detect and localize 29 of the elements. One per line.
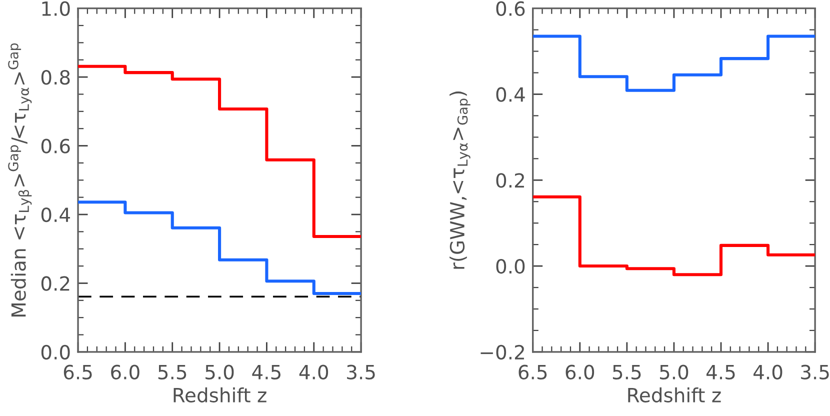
x-tick-label: 6.0 bbox=[111, 364, 140, 380]
y-tick-label: 0.4 bbox=[41, 207, 70, 222]
x-tick-label: 5.0 bbox=[206, 364, 234, 380]
x-tick-label: 3.5 bbox=[801, 364, 829, 380]
y-tick-label: 0.2 bbox=[496, 173, 524, 188]
x-tick-label: 5.5 bbox=[612, 365, 641, 380]
y-tick-label: 0.8 bbox=[41, 70, 70, 85]
x-axis-title: Redshift z bbox=[174, 387, 266, 402]
y-tick-label: 0.0 bbox=[41, 344, 70, 360]
x-tick-label: 4.0 bbox=[299, 364, 328, 380]
x-tick-label: 5.0 bbox=[660, 364, 688, 380]
y-tick-label: 1.0 bbox=[42, 1, 70, 16]
x-tick-label: 6.0 bbox=[566, 364, 594, 380]
y-tick-label: 0.6 bbox=[496, 1, 525, 16]
x-tick-label: 4.5 bbox=[252, 365, 280, 380]
x-tick-label: 4.5 bbox=[706, 365, 735, 380]
y-tick-label: 0.4 bbox=[496, 87, 525, 102]
x-tick-label: 6.5 bbox=[64, 364, 92, 380]
y-tick-label: −0.2 bbox=[480, 344, 524, 360]
y-tick-label: 0.0 bbox=[496, 258, 525, 274]
x-axis-title: Redshift z bbox=[628, 387, 721, 402]
x-tick-label: 3.5 bbox=[347, 364, 375, 380]
y-axis-title: Median <τ$_{Lyβ}$>$^{Gap}$/<τ$_{Lyα}$>$^{Gap}$ bbox=[8, 43, 32, 316]
x-tick-label: 5.5 bbox=[158, 365, 186, 380]
y-tick-label: 0.6 bbox=[41, 138, 70, 154]
x-tick-label: 4.0 bbox=[754, 364, 782, 380]
y-tick-label: 0.2 bbox=[41, 276, 70, 291]
y-axis-title: r(GWW,<τ$_{Lyα}$>$_{Gap}$) bbox=[450, 91, 470, 269]
x-tick-label: 6.5 bbox=[518, 364, 547, 380]
